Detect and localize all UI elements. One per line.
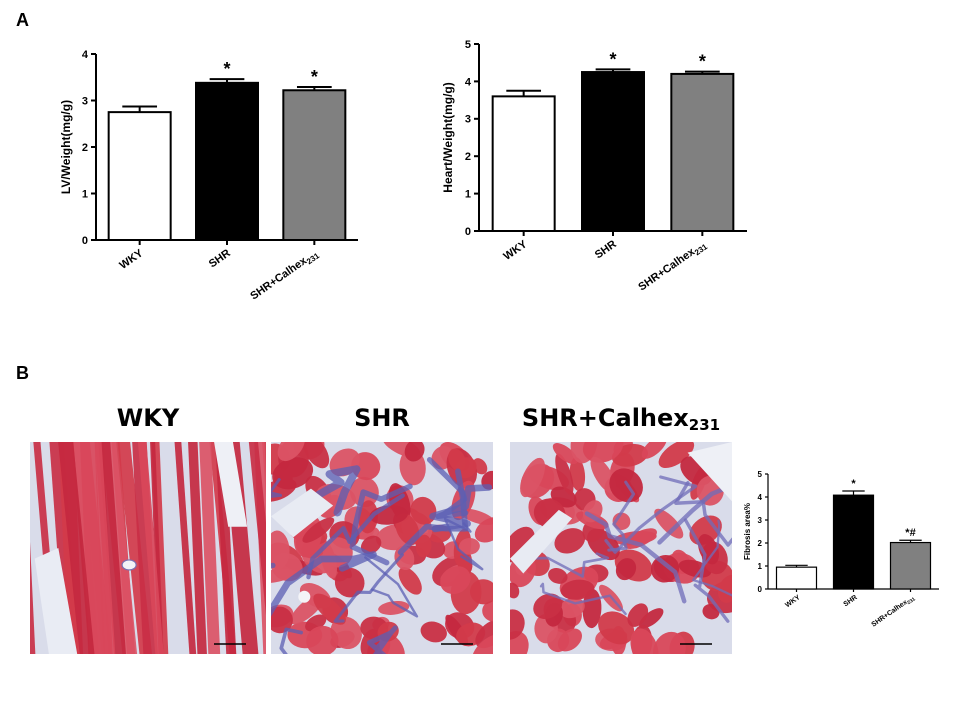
y-tick-label: 5 xyxy=(758,470,763,479)
bar-shr-calhex231 xyxy=(282,89,347,241)
y-tick-label: 1 xyxy=(82,188,88,200)
y-tick-label: 4 xyxy=(82,49,89,61)
significance-marker: * xyxy=(609,49,616,69)
y-tick-label: 0 xyxy=(758,585,763,594)
y-tick-label: 2 xyxy=(82,142,88,154)
bar-chart-1: 0 1 2 3 4 LV/Weight(mg/g) WKY * SHR * SHR+Calhex23… xyxy=(59,49,358,304)
category-label: SHR xyxy=(207,247,233,270)
significance-marker: * xyxy=(223,59,230,79)
category-label: WKY xyxy=(117,247,145,272)
y-tick-label: 4 xyxy=(465,76,472,88)
micrograph-shr-calhex xyxy=(510,442,732,654)
y-tick-label: 0 xyxy=(465,226,471,238)
y-tick-label: 2 xyxy=(465,151,471,163)
y-tick-label: 5 xyxy=(465,39,471,51)
tissue-image xyxy=(271,442,493,654)
tissue-image xyxy=(510,442,732,654)
y-tick-label: 1 xyxy=(758,562,763,571)
y-tick-label: 3 xyxy=(82,95,88,107)
micrograph-title-shr: SHR xyxy=(354,404,410,432)
micrograph-title-shr-calhex: SHR+Calhex231 xyxy=(521,404,721,434)
significance-marker: * xyxy=(699,52,706,72)
category-label: SHR+Calhex231 xyxy=(248,247,321,304)
bar-shr-calhex231 xyxy=(670,72,735,232)
bar-wky xyxy=(491,95,556,232)
panel-label-b: B xyxy=(16,363,29,383)
bar-shr xyxy=(581,71,645,232)
significance-marker: * xyxy=(851,478,856,490)
category-label: WKY xyxy=(501,238,529,263)
significance-marker: * xyxy=(311,67,318,87)
y-tick-label: 2 xyxy=(758,539,763,548)
bar-chart-2: 0 1 2 3 4 5 Heart/Weight(mg/g) WKY * SHR * SHR+Calh… xyxy=(441,39,747,295)
y-tick-label: 0 xyxy=(82,235,88,247)
category-label: SHR xyxy=(843,594,859,608)
y-axis-label: Heart/Weight(mg/g) xyxy=(441,82,455,192)
category-label: WKY xyxy=(784,594,802,609)
bar-wky xyxy=(775,566,818,590)
bar-shr xyxy=(832,494,875,590)
significance-marker: *# xyxy=(905,527,915,539)
y-axis-label: Fibrosis area% xyxy=(743,503,752,560)
panel-label-a: A xyxy=(16,10,29,30)
y-tick-label: 1 xyxy=(465,188,471,200)
category-label: SHR+Calhex231 xyxy=(871,594,917,630)
category-label: SHR+Calhex231 xyxy=(636,238,709,295)
bar-shr-calhex231 xyxy=(889,541,932,590)
category-label: SHR xyxy=(593,238,619,261)
bar-wky xyxy=(107,111,172,241)
y-axis-label: LV/Weight(mg/g) xyxy=(59,100,73,194)
micrograph-wky xyxy=(30,442,266,654)
bar-shr xyxy=(195,81,259,241)
micrograph-title-wky: WKY xyxy=(116,404,180,432)
micrograph-shr xyxy=(271,442,493,654)
y-tick-label: 3 xyxy=(758,516,763,525)
y-tick-label: 4 xyxy=(758,493,763,502)
bar-chart-3: 0 1 2 3 4 5 Fibrosis area% WKY * SHR *# SHR+Calhex2… xyxy=(743,470,939,630)
tissue-image xyxy=(30,442,266,654)
y-tick-label: 3 xyxy=(465,114,471,126)
